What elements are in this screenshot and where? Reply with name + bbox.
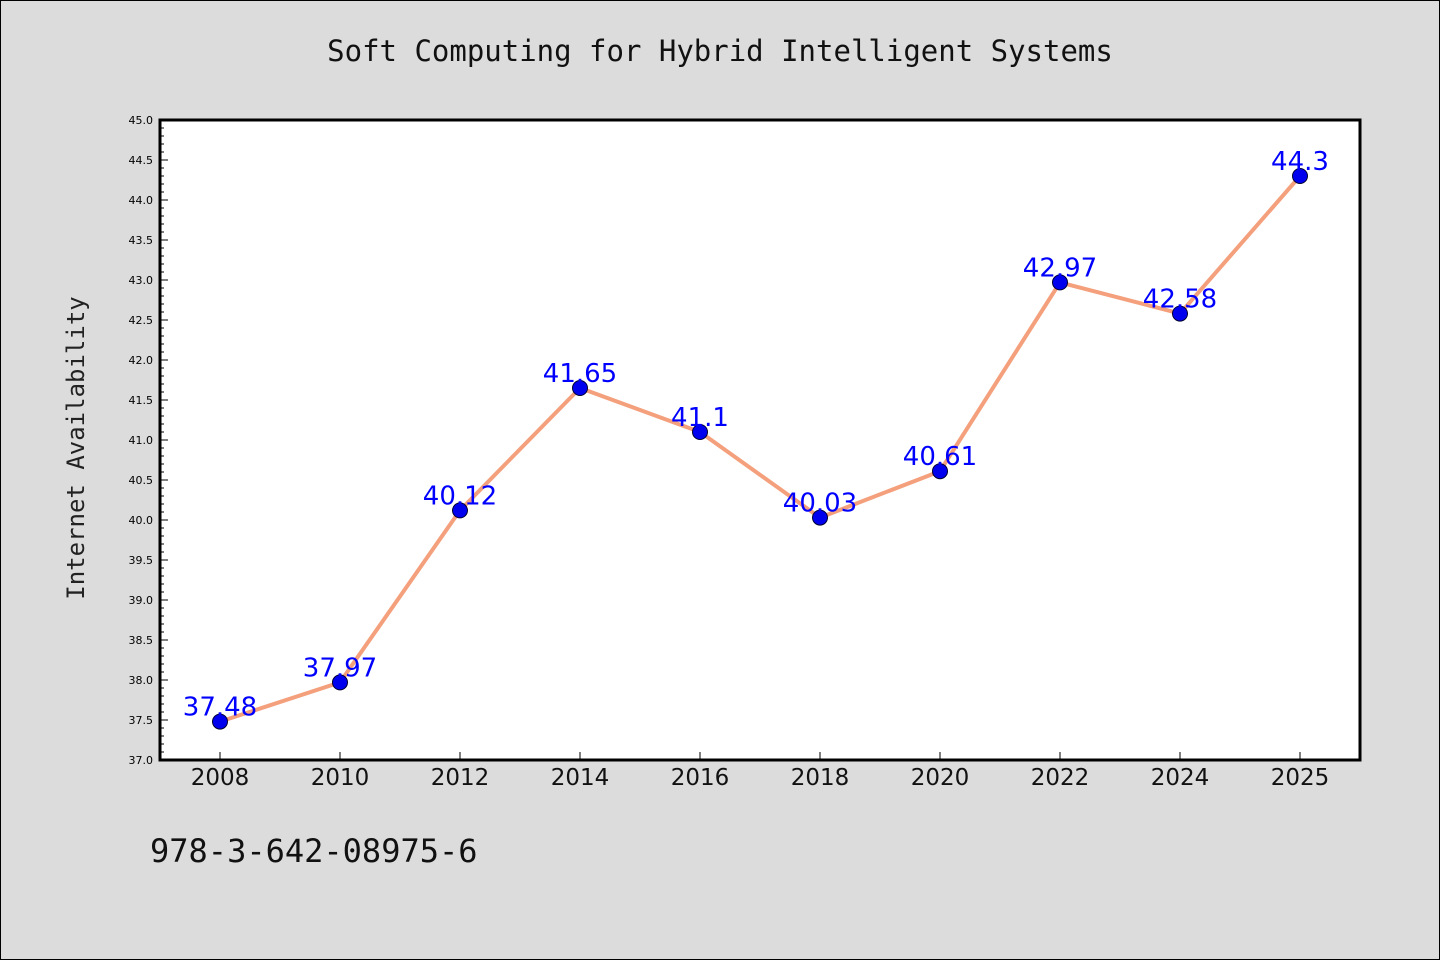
y-tick-label: 43.5: [129, 234, 154, 247]
data-point: [332, 674, 348, 691]
data-point: [572, 380, 588, 396]
x-tick-label: 2020: [911, 765, 970, 791]
y-tick-label: 40.0: [129, 514, 154, 527]
x-tick-label: 2016: [671, 765, 730, 791]
data-point: [1172, 305, 1188, 322]
data-label: 41.1: [671, 403, 729, 433]
x-tick-label: 2010: [311, 765, 370, 791]
series-line: [218, 174, 1302, 724]
y-tick-label: 44.0: [129, 194, 154, 207]
isbn-text: 978-3-642-08975-6: [150, 832, 478, 870]
x-tick-label: 2012: [431, 765, 490, 791]
x-tick-label: 2018: [791, 765, 850, 791]
y-tick-label: 37.5: [129, 714, 154, 727]
x-tick-label: 2014: [551, 765, 610, 791]
y-tick-label: 41.5: [129, 394, 154, 407]
y-tick-label: 45.0: [129, 114, 154, 127]
y-tick-label: 42.5: [129, 314, 154, 327]
y-tick-label: 38.5: [129, 634, 154, 647]
y-tick-label: 40.5: [129, 474, 154, 487]
y-tick-label: 39.5: [129, 554, 154, 567]
data-point: [932, 463, 948, 480]
y-tick-label: 37.0: [129, 754, 154, 767]
x-tick-label: 2022: [1031, 765, 1090, 791]
data-point: [812, 509, 828, 526]
data-label: 44.3: [1271, 147, 1329, 177]
data-point: [1292, 168, 1308, 184]
data-label: 40.61: [903, 442, 977, 472]
y-tick-label: 39.0: [129, 594, 154, 607]
data-label: 41.65: [543, 359, 617, 389]
chart-title: Soft Computing for Hybrid Intelligent Sy…: [327, 34, 1113, 68]
data-label: 42.97: [1023, 253, 1097, 283]
y-tick-label: 38.0: [129, 674, 154, 687]
y-tick-label: 41.0: [129, 434, 154, 447]
data-label: 40.12: [423, 481, 497, 511]
data-point: [212, 713, 228, 730]
data-point: [1052, 274, 1068, 291]
data-label: 37.48: [183, 693, 257, 723]
y-tick-label: 43.0: [129, 274, 154, 287]
x-tick-label: 2024: [1151, 765, 1210, 791]
x-tick-label: 2025: [1271, 765, 1330, 791]
plot-border: [158, 118, 1362, 762]
y-tick-label: 44.5: [129, 154, 154, 167]
data-label: 37.97: [303, 653, 377, 683]
data-point: [692, 424, 708, 440]
y-tick-label: 42.0: [129, 354, 154, 367]
data-label: 42.58: [1143, 285, 1217, 315]
x-tick-label: 2008: [191, 765, 250, 791]
data-label: 40.03: [783, 489, 857, 519]
data-point: [452, 502, 468, 519]
